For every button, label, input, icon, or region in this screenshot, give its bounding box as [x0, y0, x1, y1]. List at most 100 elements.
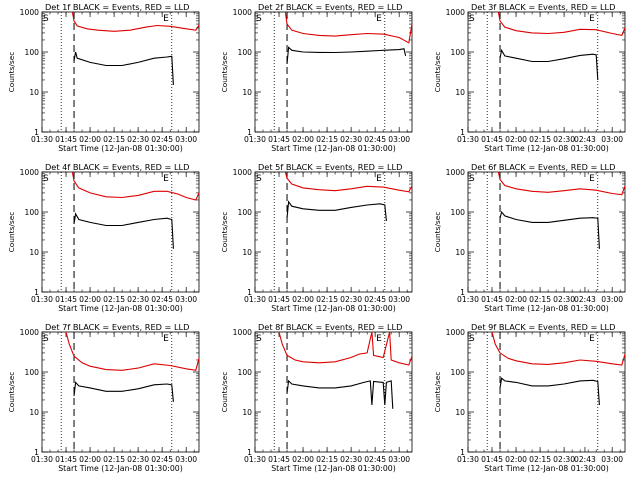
x-tick-label: 02:30 — [127, 455, 149, 464]
x-axis-label: Start Time (12-Jan-08 01:30:00) — [271, 304, 396, 313]
y-tick-label: 10 — [29, 248, 39, 257]
x-tick-label: 03:00 — [175, 135, 197, 144]
y-tick-label: 1000 — [446, 168, 465, 177]
y-tick-label: 1 — [34, 448, 39, 457]
chart-title: Det 8f BLACK = Events, RED = LLD — [258, 322, 402, 332]
chart-panel-1: Det 1f BLACK = Events, RED = LLD 1 10 100 10… — [7, 2, 200, 153]
chart-title: Det 1f BLACK = Events, RED = LLD — [45, 2, 189, 12]
x-tick-label: 01:45 — [55, 295, 77, 304]
chart-panel-6: Det 6f BLACK = Events, RED = LLD 1 10 100 10… — [433, 162, 626, 313]
end-marker: E — [163, 174, 169, 184]
events-series-line — [499, 210, 600, 249]
x-tick-label: 01:45 — [268, 295, 290, 304]
y-tick-label: 1000 — [20, 8, 39, 17]
start-marker: S — [43, 174, 49, 184]
y-tick-label: 10 — [455, 88, 465, 97]
x-tick-label: 03:00 — [601, 295, 623, 304]
y-tick-label: 1 — [34, 128, 39, 137]
plot-frame — [41, 171, 200, 293]
start-marker: S — [469, 334, 475, 344]
x-tick-label: 01:45 — [268, 455, 290, 464]
y-tick-label: 10 — [29, 88, 39, 97]
plot-frame — [41, 331, 200, 453]
x-tick-label: 03:00 — [388, 455, 410, 464]
y-tick-label: 100 — [25, 368, 40, 377]
x-tick-label: 02:00 — [79, 135, 101, 144]
x-tick-label: 02:30 — [340, 295, 362, 304]
x-tick-label: 02:15 — [316, 295, 338, 304]
end-marker: E — [589, 334, 595, 344]
x-tick-label: 02:45 — [151, 455, 173, 464]
x-axis-label: Start Time (12-Jan-08 01:30:00) — [271, 144, 396, 153]
x-tick-label: 02:00 — [79, 455, 101, 464]
start-marker: S — [469, 14, 475, 24]
end-marker: E — [376, 174, 382, 184]
x-tick-label: 03:00 — [175, 295, 197, 304]
chart-panel-9: Det 9f BLACK = Events, RED = LLD 1 10 100 10… — [433, 322, 626, 473]
y-tick-label: 1000 — [446, 328, 465, 337]
start-marker: S — [256, 14, 262, 24]
lld-series-line — [71, 171, 200, 201]
y-tick-label: 10 — [455, 408, 465, 417]
x-tick-label: 01:30 — [31, 455, 53, 464]
y-tick-label: 1000 — [233, 168, 252, 177]
x-axis-label: Start Time (12-Jan-08 01:30:00) — [484, 304, 609, 313]
y-tick-label: 1000 — [446, 8, 465, 17]
chart-panel-7: Det 7f BLACK = Events, RED = LLD 1 10 100 10… — [7, 322, 200, 473]
x-tick-label: 01:30 — [244, 455, 266, 464]
chart-title: Det 9f BLACK = Events, RED = LLD — [471, 322, 615, 332]
lld-series-line — [65, 331, 200, 371]
y-tick-label: 1000 — [20, 328, 39, 337]
x-tick-label: 02:00 — [505, 455, 527, 464]
x-tick-label: 01:45 — [268, 135, 290, 144]
x-tick-label: 02:43 — [574, 135, 596, 144]
y-tick-label: 100 — [451, 208, 466, 217]
events-series-line — [73, 381, 174, 402]
chart-title: Det 4f BLACK = Events, RED = LLD — [45, 162, 189, 172]
plot-frame — [41, 11, 200, 133]
lld-series-line — [497, 171, 626, 196]
events-series-line — [73, 51, 174, 86]
y-tick-label: 10 — [242, 88, 252, 97]
lld-series-line — [278, 331, 413, 366]
y-tick-label: 1000 — [233, 8, 252, 17]
x-tick-label: 03:00 — [388, 135, 410, 144]
y-tick-label: 1 — [460, 448, 465, 457]
x-tick-label: 02:30 — [553, 295, 575, 304]
y-axis-label: Counts/sec — [433, 372, 442, 413]
y-tick-label: 100 — [451, 48, 466, 57]
x-tick-label: 01:45 — [481, 295, 503, 304]
y-tick-label: 100 — [238, 208, 253, 217]
end-marker: E — [163, 334, 169, 344]
x-tick-label: 02:15 — [529, 135, 551, 144]
lld-series-line — [71, 11, 200, 32]
plot-frame — [467, 331, 626, 453]
x-tick-label: 02:00 — [505, 295, 527, 304]
events-series-line — [499, 377, 600, 406]
chart-panel-8: Det 8f BLACK = Events, RED = LLD 1 10 100 10… — [220, 322, 413, 473]
y-tick-label: 100 — [451, 368, 466, 377]
x-tick-label: 01:30 — [244, 135, 266, 144]
y-tick-label: 1 — [247, 288, 252, 297]
end-marker: E — [163, 14, 169, 24]
x-tick-label: 02:30 — [340, 135, 362, 144]
lld-series-line — [284, 11, 413, 44]
x-tick-label: 01:30 — [457, 295, 479, 304]
x-axis-label: Start Time (12-Jan-08 01:30:00) — [58, 464, 183, 473]
x-tick-label: 02:30 — [127, 135, 149, 144]
x-tick-label: 02:00 — [292, 135, 314, 144]
y-axis-label: Counts/sec — [220, 372, 229, 413]
plot-frame — [467, 171, 626, 293]
x-tick-label: 02:15 — [529, 455, 551, 464]
plot-frame — [254, 11, 413, 133]
chart-title: Det 7f BLACK = Events, RED = LLD — [45, 322, 189, 332]
x-tick-label: 02:45 — [364, 135, 386, 144]
events-series-line — [286, 46, 407, 65]
y-tick-label: 1 — [460, 128, 465, 137]
y-axis-label: Counts/sec — [220, 212, 229, 253]
events-series-line — [73, 212, 174, 249]
start-marker: S — [43, 334, 49, 344]
start-marker: S — [256, 174, 262, 184]
chart-panel-4: Det 4f BLACK = Events, RED = LLD 1 10 100 10… — [7, 162, 200, 313]
